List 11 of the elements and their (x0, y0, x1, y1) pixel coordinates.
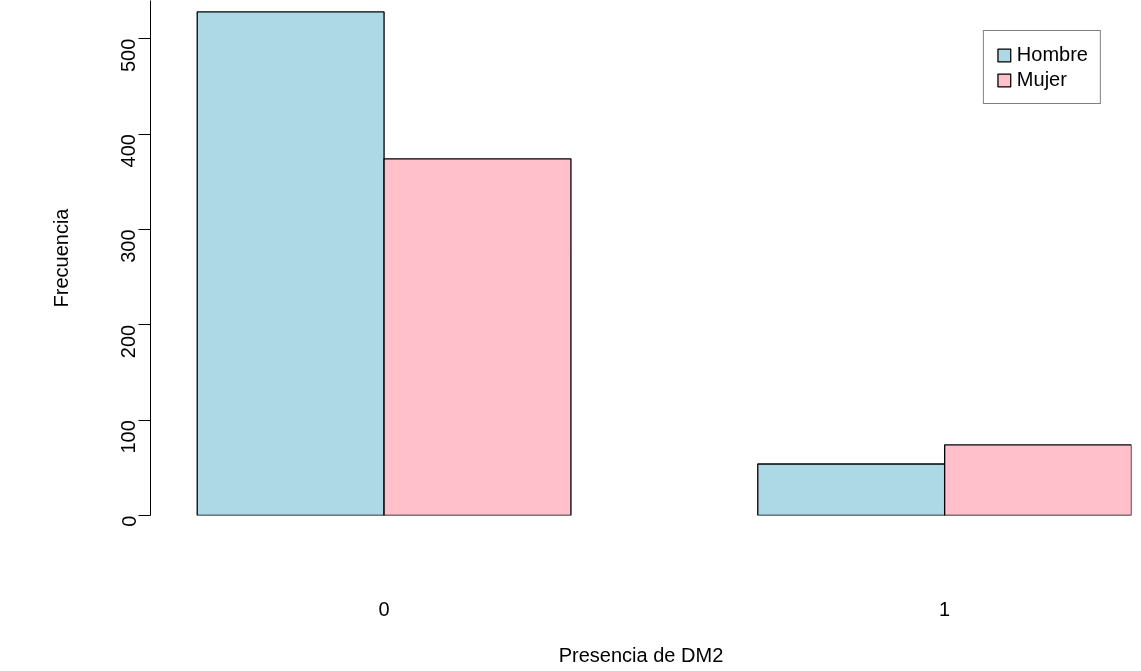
legend-label: Mujer (1016, 68, 1067, 91)
legend-label: Hombre (1016, 43, 1088, 66)
x-axis-title: Presencia de DM2 (558, 643, 724, 666)
y-axis-title: Frecuencia (49, 207, 72, 308)
y-tick-label: 200 (117, 324, 140, 359)
y-tick-label: 100 (117, 420, 140, 454)
y-tick-label: 300 (117, 229, 140, 263)
y-tick-label: 400 (117, 134, 140, 168)
x-tick-label: 1 (939, 597, 951, 620)
y-tick-label: 0 (117, 515, 140, 527)
y-tick-label: 500 (117, 38, 140, 73)
